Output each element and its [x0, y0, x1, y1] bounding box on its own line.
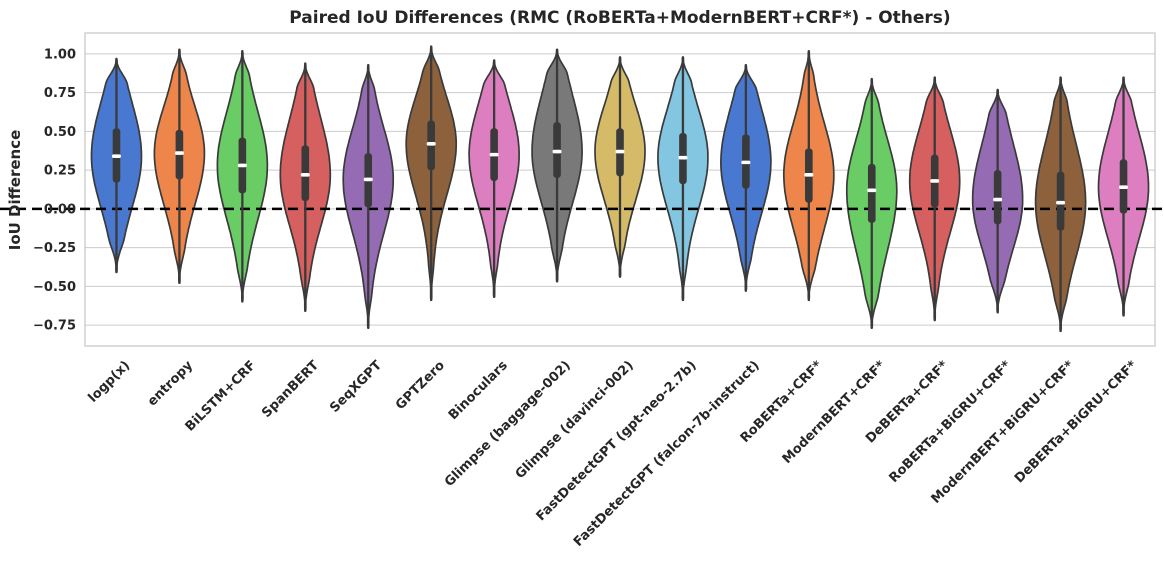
y-axis-label: IoU Difference	[6, 130, 24, 251]
median-mark-6	[426, 141, 436, 146]
x-tick-label-9: Glimpse (davinci-002)	[513, 358, 637, 482]
median-mark-8	[552, 149, 562, 154]
y-tick-label: 0.75	[44, 86, 76, 101]
median-mark-1	[111, 154, 121, 158]
x-tick-label-17: DeBERTa+BiGRU+CRF*	[1012, 358, 1140, 486]
median-mark-7	[489, 152, 499, 157]
y-tick-label: −0.25	[33, 241, 76, 256]
median-mark-13	[867, 188, 877, 193]
iqr-box-15	[993, 170, 1002, 225]
x-tick-label-6: GPTZero	[393, 358, 448, 413]
y-tick-label: −0.50	[33, 280, 76, 295]
y-tick-label: −0.75	[33, 319, 76, 334]
x-tick-label-2: entropy	[145, 358, 197, 410]
x-tick-label-8: Glimpse (baggage-002)	[442, 358, 574, 490]
chart-title: Paired IoU Differences (RMC (RoBERTa+Mod…	[289, 8, 950, 28]
median-mark-17	[1119, 185, 1129, 189]
y-tick-label: 0.50	[44, 125, 76, 140]
median-mark-14	[930, 179, 940, 183]
y-tick-label: 0.25	[44, 164, 76, 179]
x-tick-label-15: RoBERTa+BiGRU+CRF*	[887, 358, 1015, 486]
x-tick-label-13: ModernBERT+CRF*	[780, 358, 889, 467]
median-mark-12	[804, 172, 814, 177]
median-mark-11	[741, 160, 751, 165]
median-mark-5	[363, 177, 373, 182]
x-tick-label-5: SeqXGPT	[327, 358, 385, 416]
iqr-box-13	[867, 163, 876, 223]
x-tick-label-7: Binoculars	[446, 358, 511, 423]
plot-border	[84, 32, 1156, 347]
y-tick-labels: 1.00 0.75 0.50 0.25 0.00 −0.25 −0.50 −0.75	[33, 47, 76, 333]
median-mark-2	[174, 151, 184, 155]
median-mark-16	[1056, 200, 1066, 205]
y-tick-label: 0.00	[44, 202, 76, 217]
x-tick-label-4: SpanBERT	[259, 358, 322, 421]
median-mark-15	[993, 197, 1003, 202]
median-mark-3	[237, 163, 247, 168]
x-tick-label-1: logp(x)	[86, 358, 134, 406]
median-mark-4	[300, 172, 310, 177]
y-tick-label: 1.00	[44, 47, 76, 62]
median-mark-9	[615, 149, 625, 154]
median-mark-10	[678, 155, 688, 160]
box-whisker-layer	[111, 46, 1129, 332]
